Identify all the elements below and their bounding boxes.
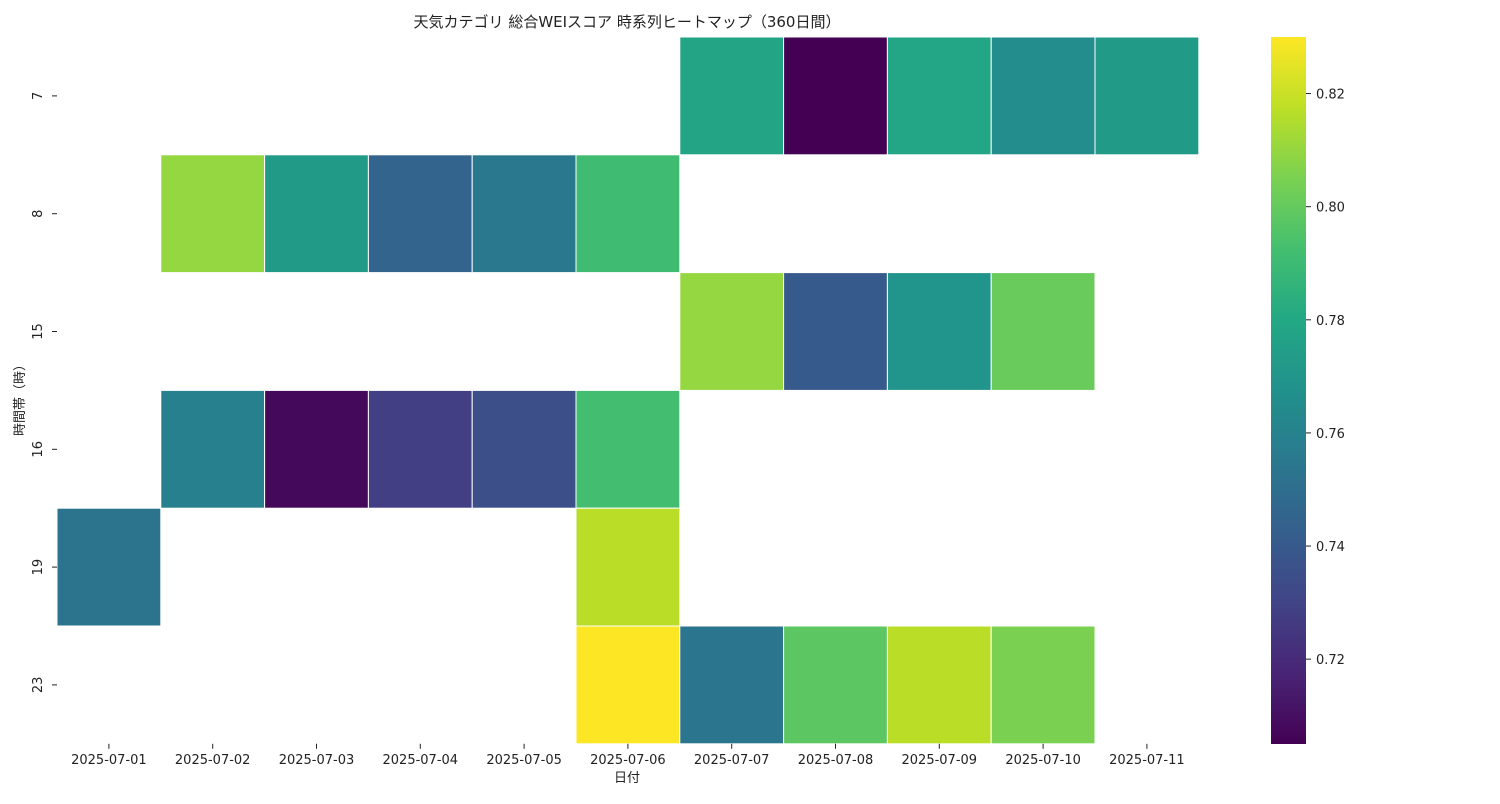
- heatmap-cells: [56, 36, 1200, 745]
- x-tick-label: 2025-07-10: [1005, 753, 1081, 768]
- colorbar: 0.72 0.74 0.76 0.78 0.80 0.82: [1271, 37, 1345, 744]
- heatmap-cell: [471, 154, 577, 274]
- heatmap-cell: [471, 389, 577, 509]
- heatmap-cell: [56, 507, 162, 627]
- x-tick-label: 2025-07-08: [798, 753, 874, 768]
- colorbar-tick-label: 0.74: [1316, 540, 1345, 555]
- colorbar-tick-label: 0.78: [1316, 314, 1345, 329]
- y-tick-label: 23: [31, 677, 46, 694]
- heatmap-cell: [990, 625, 1096, 745]
- heatmap-cell: [990, 36, 1096, 156]
- heatmap-cell: [264, 154, 369, 274]
- y-axis-ticks: 7 8 15 16 19 23: [31, 92, 57, 693]
- x-tick-label: 2025-07-04: [383, 753, 459, 768]
- heatmap-cell: [886, 272, 992, 391]
- y-tick-label: 8: [31, 210, 46, 218]
- colorbar-tick-label: 0.72: [1316, 653, 1345, 668]
- colorbar-tick-label: 0.80: [1316, 201, 1345, 216]
- x-tick-label: 2025-07-06: [590, 753, 666, 768]
- y-tick-label: 15: [31, 323, 46, 340]
- y-tick-label: 7: [31, 92, 46, 100]
- heatmap-cell: [367, 154, 473, 274]
- heatmap-cell: [367, 389, 473, 509]
- heatmap-cell: [575, 507, 681, 627]
- y-tick-label: 16: [31, 441, 46, 458]
- heatmap-cell: [679, 36, 785, 156]
- heatmap-cell: [1094, 36, 1200, 156]
- x-axis-ticks: 2025-07-01 2025-07-02 2025-07-03 2025-07-04…: [71, 743, 1185, 768]
- x-tick-label: 2025-07-11: [1109, 753, 1185, 768]
- heatmap-cell: [575, 625, 681, 745]
- x-tick-label: 2025-07-09: [902, 753, 978, 768]
- colorbar-gradient: [1271, 37, 1306, 744]
- x-tick-label: 2025-07-07: [694, 753, 770, 768]
- x-tick-label: 2025-07-01: [71, 753, 147, 768]
- y-tick-label: 19: [31, 559, 46, 576]
- heatmap-cell: [160, 389, 266, 509]
- heatmap-cell: [886, 625, 992, 745]
- heatmap-cell: [886, 36, 992, 156]
- heatmap-cell: [783, 272, 888, 391]
- colorbar-tick-label: 0.76: [1316, 427, 1345, 442]
- x-tick-label: 2025-07-05: [486, 753, 562, 768]
- chart-title: 天気カテゴリ 総合WEIスコア 時系列ヒートマップ（360日間）: [414, 13, 841, 31]
- y-axis-label: 時間帯（時）: [13, 358, 28, 436]
- x-tick-label: 2025-07-03: [279, 753, 355, 768]
- heatmap-cell: [783, 625, 888, 745]
- heatmap-cell: [575, 389, 681, 509]
- heatmap-cell: [160, 154, 266, 274]
- heatmap-cell: [575, 154, 681, 274]
- x-axis-label: 日付: [614, 771, 640, 786]
- colorbar-tick-label: 0.82: [1316, 88, 1345, 103]
- heatmap-cell: [783, 36, 888, 156]
- heatmap-cell: [679, 625, 785, 745]
- heatmap-cell: [264, 389, 369, 509]
- x-tick-label: 2025-07-02: [175, 753, 251, 768]
- colorbar-ticks: 0.72 0.74 0.76 0.78 0.80 0.82: [1306, 88, 1345, 668]
- heatmap-cell: [679, 272, 785, 391]
- heatmap-cell: [990, 272, 1096, 391]
